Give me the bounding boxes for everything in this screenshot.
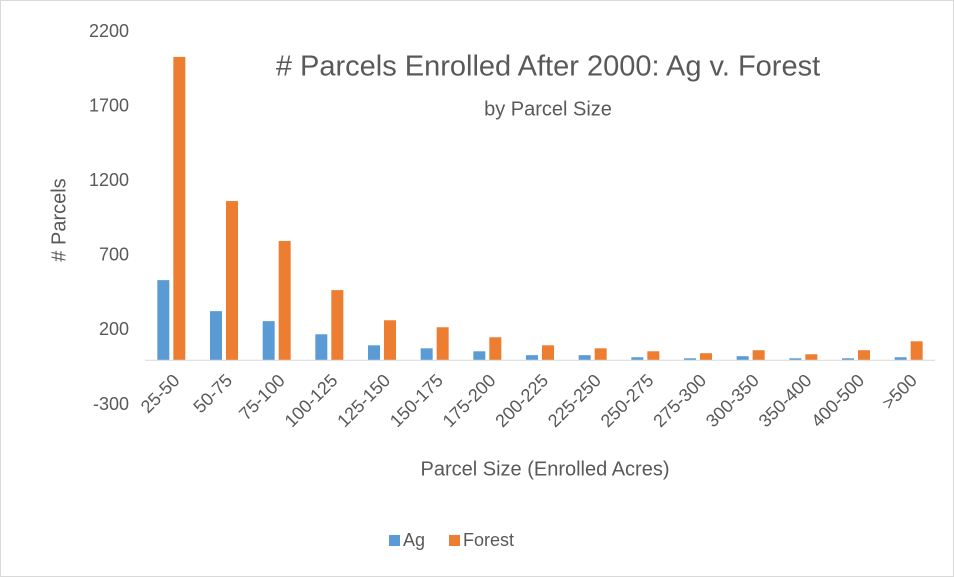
- bar: [805, 354, 818, 361]
- bar: [315, 334, 328, 361]
- bar: [578, 355, 591, 361]
- bar: [226, 201, 238, 361]
- chart-subtitle: by Parcel Size: [484, 98, 612, 120]
- bar: [436, 327, 449, 361]
- bar: [684, 358, 696, 361]
- bar: [210, 311, 222, 361]
- legend-label: Forest: [463, 530, 514, 550]
- bar: [262, 321, 275, 361]
- y-tick-label: 200: [99, 319, 129, 339]
- y-tick-label: -300: [93, 394, 129, 414]
- bar: [526, 355, 538, 361]
- bar: [631, 357, 644, 361]
- bar: [331, 290, 344, 361]
- bar: [384, 320, 396, 361]
- y-tick-label: 700: [99, 245, 129, 265]
- bar: [489, 337, 502, 361]
- y-axis-title: # Parcels: [48, 178, 70, 261]
- x-axis-title: Parcel Size (Enrolled Acres): [421, 458, 670, 480]
- bar: [700, 353, 712, 361]
- bar: [278, 241, 291, 361]
- bar: [157, 280, 170, 361]
- bar: [542, 345, 554, 361]
- y-tick-label: 2200: [89, 21, 129, 41]
- bar: [368, 345, 380, 361]
- bar: [789, 358, 802, 361]
- legend-label: Ag: [403, 530, 425, 550]
- legend-swatch: [449, 535, 461, 546]
- bar: [420, 348, 433, 361]
- bar: [173, 56, 186, 361]
- bar: [647, 351, 660, 361]
- bar: [910, 341, 923, 361]
- bar: [473, 351, 486, 361]
- bar: [894, 357, 907, 361]
- chart-title: # Parcels Enrolled After 2000: Ag v. For…: [276, 51, 820, 83]
- legend-swatch: [389, 535, 400, 546]
- bar: [752, 350, 765, 361]
- y-tick-label: 1200: [89, 170, 129, 190]
- y-tick-label: 1700: [89, 95, 129, 115]
- bar: [842, 358, 854, 361]
- bar: [736, 356, 749, 361]
- bar: [858, 350, 870, 361]
- bar: [594, 348, 607, 361]
